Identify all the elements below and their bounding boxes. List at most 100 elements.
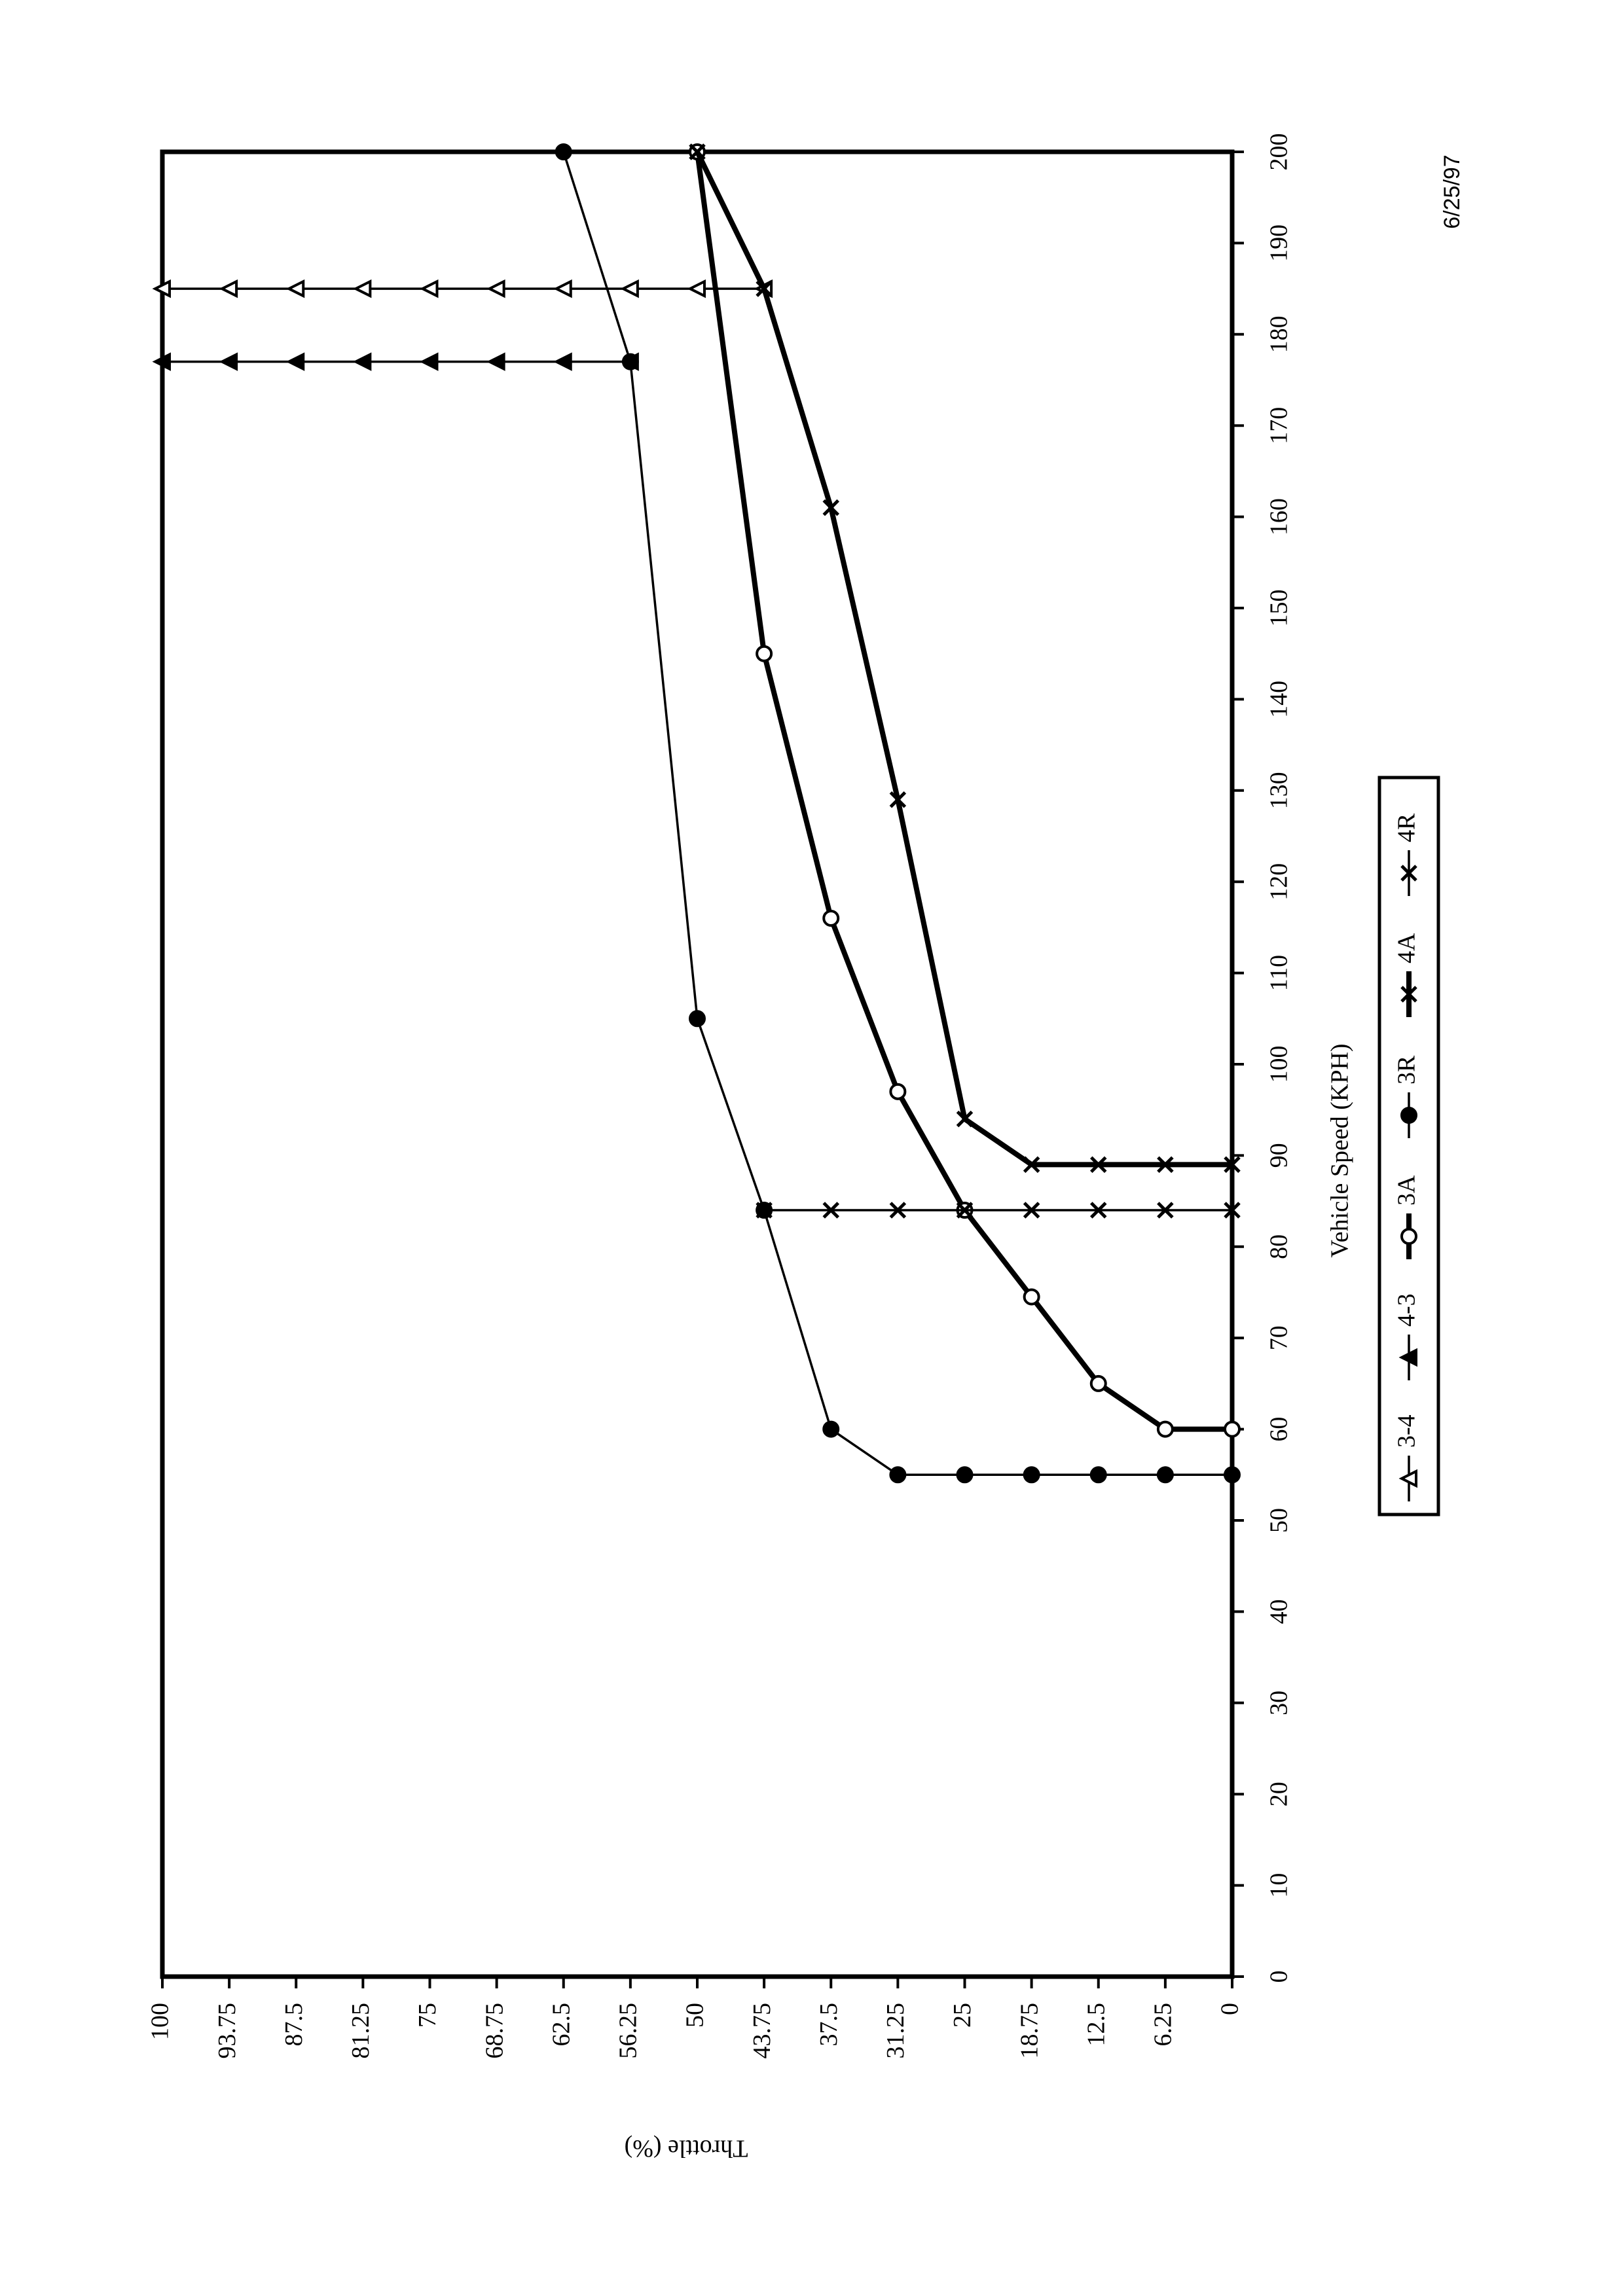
- legend-label: 4R: [1393, 813, 1421, 842]
- y-tick-label: 75: [414, 2003, 441, 2028]
- marker: [555, 143, 572, 160]
- x-tick-label: 160: [1266, 498, 1293, 535]
- y-axis-title: Throttle (%): [625, 2134, 748, 2162]
- marker: [553, 279, 572, 298]
- marker: [956, 1202, 974, 1219]
- x-tick-label: 190: [1266, 224, 1293, 262]
- marker: [822, 1202, 840, 1219]
- legend-label: 4-3: [1393, 1293, 1421, 1327]
- legend-label: 3A: [1393, 1175, 1421, 1206]
- marker: [689, 1010, 706, 1028]
- legend-marker: [1398, 1348, 1417, 1367]
- y-tick-label: 81.25: [347, 2003, 374, 2059]
- x-tick-label: 200: [1266, 134, 1293, 171]
- x-tick-label: 50: [1266, 1508, 1293, 1533]
- legend-label: 3-4: [1393, 1414, 1421, 1448]
- y-tick-label: 18.75: [1015, 2003, 1043, 2059]
- legend-marker: [1400, 1228, 1417, 1245]
- x-tick-label: 170: [1266, 407, 1293, 444]
- marker: [1089, 1156, 1107, 1174]
- marker: [956, 1110, 974, 1128]
- y-tick-label: 93.75: [213, 2003, 241, 2059]
- legend-marker: [1400, 1107, 1417, 1124]
- marker: [420, 352, 439, 371]
- marker: [620, 279, 639, 298]
- marker: [553, 352, 572, 371]
- marker: [219, 352, 238, 371]
- marker: [152, 352, 171, 371]
- y-tick-label: 56.25: [615, 2003, 642, 2059]
- marker: [1157, 1202, 1174, 1219]
- y-tick-label: 12.5: [1082, 2003, 1110, 2047]
- marker: [1089, 1374, 1107, 1392]
- y-tick-label: 87.5: [280, 2003, 308, 2047]
- x-tick-label: 150: [1266, 590, 1293, 627]
- x-axis-title: Vehicle Speed (KPH): [1326, 1043, 1354, 1257]
- x-tick-label: 70: [1266, 1325, 1293, 1350]
- marker: [689, 143, 706, 160]
- y-tick-label: 100: [147, 2003, 174, 2040]
- marker: [1089, 1202, 1107, 1219]
- x-tick-label: 40: [1266, 1599, 1293, 1624]
- y-tick-label: 0: [1216, 2003, 1244, 2015]
- marker: [956, 1466, 974, 1484]
- marker: [687, 279, 706, 298]
- legend-marker: [1400, 865, 1417, 882]
- series-line: [695, 151, 1232, 1432]
- marker: [756, 280, 773, 297]
- marker: [822, 1420, 840, 1438]
- marker: [889, 1083, 907, 1100]
- marker: [822, 909, 840, 927]
- marker: [889, 1466, 907, 1484]
- marker: [1156, 1466, 1174, 1484]
- x-tick-label: 0: [1266, 1971, 1293, 1983]
- marker: [352, 352, 372, 371]
- legend-label: 3R: [1393, 1055, 1421, 1085]
- y-tick-label: 50: [682, 2003, 709, 2028]
- legend-box: [1377, 776, 1440, 1516]
- y-tick-label: 68.75: [481, 2003, 508, 2059]
- marker: [1023, 1288, 1040, 1306]
- marker: [1224, 1420, 1241, 1438]
- marker: [756, 1202, 773, 1219]
- series-line: [562, 151, 1232, 1477]
- marker: [420, 279, 439, 298]
- x-tick-label: 120: [1266, 863, 1293, 901]
- marker: [1224, 1156, 1241, 1174]
- marker: [1157, 1156, 1174, 1174]
- x-tick-label: 100: [1266, 1046, 1293, 1083]
- marker: [1224, 1466, 1241, 1484]
- marker: [889, 791, 907, 808]
- y-tick-label: 6.25: [1150, 2003, 1177, 2047]
- marker: [756, 645, 773, 662]
- x-tick-label: 140: [1266, 681, 1293, 718]
- marker: [352, 279, 372, 298]
- y-tick-label: 37.5: [815, 2003, 843, 2047]
- x-tick-label: 90: [1266, 1143, 1293, 1168]
- y-tick-label: 62.5: [547, 2003, 575, 2047]
- rotated-chart: Vehicle Speed (KPH) Throttle (%) 6/25/97…: [147, 134, 1465, 2162]
- marker: [889, 1202, 907, 1219]
- x-tick-label: 10: [1266, 1873, 1293, 1898]
- x-tick-label: 130: [1266, 772, 1293, 809]
- marker: [1023, 1156, 1040, 1174]
- y-tick-label: 31.25: [882, 2003, 909, 2059]
- marker: [1023, 1466, 1040, 1484]
- marker: [1089, 1466, 1107, 1484]
- x-tick-label: 20: [1266, 1782, 1293, 1806]
- marker: [285, 279, 305, 298]
- x-tick-label: 30: [1266, 1691, 1293, 1715]
- y-tick-label: 25: [949, 2003, 976, 2028]
- date-annotation: 6/25/97: [1440, 154, 1465, 228]
- marker: [621, 353, 639, 370]
- y-tick-label: 43.75: [748, 2003, 776, 2059]
- marker: [486, 352, 505, 371]
- x-tick-label: 180: [1266, 315, 1293, 353]
- marker: [285, 352, 305, 371]
- marker: [1023, 1202, 1040, 1219]
- legend-marker: [1400, 986, 1417, 1003]
- x-tick-label: 80: [1266, 1234, 1293, 1259]
- x-tick-label: 60: [1266, 1417, 1293, 1442]
